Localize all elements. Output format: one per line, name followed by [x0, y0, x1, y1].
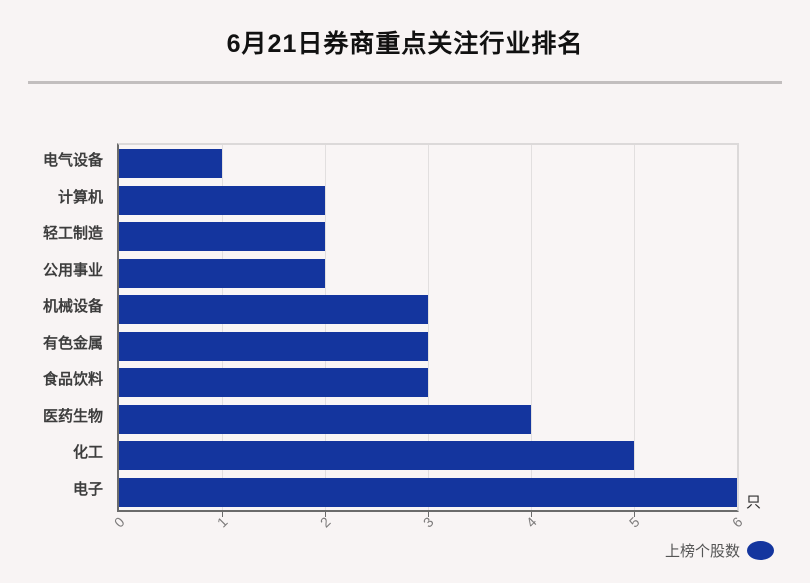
- bar-row: [119, 364, 737, 401]
- title-divider: [28, 81, 782, 84]
- axis-tick-mark: [325, 512, 326, 517]
- legend-series-marker-icon: [747, 541, 774, 560]
- legend-label: 上榜个股数: [664, 543, 740, 560]
- bar-化工: [119, 441, 634, 470]
- plot-area: [117, 143, 739, 517]
- y-label-电子: 电子: [72, 480, 103, 498]
- x-tick-label: 4: [522, 513, 540, 531]
- gridline: [325, 145, 326, 510]
- y-label-食品饮料: 食品饮料: [42, 371, 103, 388]
- bar-row: [119, 328, 737, 365]
- x-axis-unit-label: 只: [746, 494, 762, 511]
- x-tick-label: 0: [110, 513, 128, 531]
- gridline: [531, 145, 532, 510]
- x-tick-label: 2: [316, 513, 334, 531]
- bar-轻工制造: [119, 222, 325, 251]
- gridline: [634, 145, 635, 510]
- bar-row: [119, 291, 737, 328]
- y-label-公用事业: 公用事业: [42, 261, 103, 279]
- y-axis-labels: 电气设备计算机轻工制造公用事业机械设备有色金属食品饮料医药生物化工电子: [0, 143, 110, 508]
- axis-tick-mark: [428, 512, 429, 517]
- bar-电气设备: [119, 149, 222, 178]
- y-label-机械设备: 机械设备: [42, 298, 103, 315]
- y-label-电气设备: 电气设备: [42, 152, 103, 169]
- bar-row: [119, 182, 737, 219]
- bar-row: [119, 145, 737, 182]
- axis-tick-mark: [634, 512, 635, 517]
- y-label-计算机: 计算机: [57, 188, 103, 206]
- gridline: [428, 145, 429, 510]
- x-tick-label: 6: [728, 513, 746, 531]
- bar-公用事业: [119, 258, 325, 288]
- bar-有色金属: [119, 331, 428, 361]
- bar-医药生物: [119, 404, 531, 434]
- axis-tick-mark: [222, 512, 223, 517]
- axis-tick-mark: [531, 512, 532, 517]
- bar-row: [119, 401, 737, 438]
- chart-title: 6月21日券商重点关注行业排名: [226, 30, 584, 58]
- bar-row: [119, 218, 737, 255]
- bar-row: [119, 437, 737, 474]
- x-tick-label: 3: [419, 513, 437, 531]
- x-tick-label: 1: [213, 513, 231, 531]
- bar-计算机: [119, 185, 325, 215]
- y-label-医药生物: 医药生物: [42, 407, 103, 425]
- y-label-轻工制造: 轻工制造: [42, 225, 103, 242]
- gridline: [222, 145, 223, 510]
- x-tick-label: 5: [625, 513, 643, 531]
- y-label-有色金属: 有色金属: [42, 334, 103, 352]
- bar-row: [119, 474, 737, 511]
- bar-row: [119, 255, 737, 292]
- bar-电子: [119, 477, 737, 507]
- legend[interactable]: 上榜个股数: [665, 540, 774, 561]
- bar-机械设备: [119, 295, 428, 324]
- bar-食品饮料: [119, 368, 428, 397]
- y-label-化工: 化工: [72, 444, 103, 461]
